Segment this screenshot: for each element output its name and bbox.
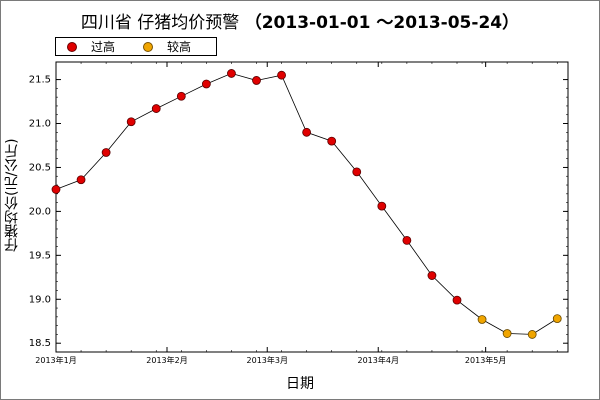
data-point-high [227,69,236,78]
series-line [55,72,558,335]
y-tick-label: 20.5 [29,162,51,173]
data-point-high [252,76,261,85]
data-point-elevated [502,329,512,338]
y-tick-label: 18.5 [29,338,51,349]
x-tick-label: 2013年5月 [465,355,506,365]
data-point-high [327,136,337,146]
x-tick-label: 2013年1月 [35,355,76,365]
data-point-high [176,91,186,101]
chart-title: 四川省 仔猪均价预警 （2013-01-01 ～2013-05-24） [0,8,600,33]
legend-label-elevated: 较高 [167,40,192,54]
x-tick-label: 2013年3月 [247,355,288,365]
y-tick-label: 21.0 [29,119,51,130]
x-tick-label: 2013年4月 [358,355,399,365]
data-point-high [277,70,286,80]
data-point-high [302,127,312,137]
data-point-elevated [527,330,537,339]
y-tick-label: 19.5 [29,250,51,261]
data-point-high [126,117,136,127]
data-point-high [51,185,61,194]
data-point-high [377,201,387,211]
y-axis-label: 仔猪均价(元/公斤) [4,138,20,252]
data-point-elevated [477,315,487,324]
data-point-high [76,175,86,185]
legend-marker-orange [143,41,153,52]
legend-item-high: 过高 [67,39,115,54]
legend: 过高 较高 [55,37,217,56]
x-tick-label: 2013年2月 [146,355,187,365]
legend-item-elevated: 较高 [143,39,191,54]
y-tick-label: 20.0 [29,206,51,217]
chart-title-main: 四川省 仔猪均价预警 [80,13,240,33]
data-point-high [402,235,412,245]
data-point-high [352,167,362,177]
y-tick-label: 19.0 [29,294,51,305]
chart-title-range: （2013-01-01 ～2013-05-24） [244,13,520,33]
x-axis-label: 日期 [286,376,314,392]
data-point-elevated [552,314,562,324]
data-point-high [452,295,462,305]
data-point-high [151,104,161,113]
data-point-high [427,271,437,280]
y-tick-label: 21.5 [29,75,51,86]
data-point-high [201,79,211,89]
data-point-high [101,148,111,157]
legend-marker-red [67,41,77,52]
legend-label-high: 过高 [91,40,116,54]
plot-area [55,61,569,353]
